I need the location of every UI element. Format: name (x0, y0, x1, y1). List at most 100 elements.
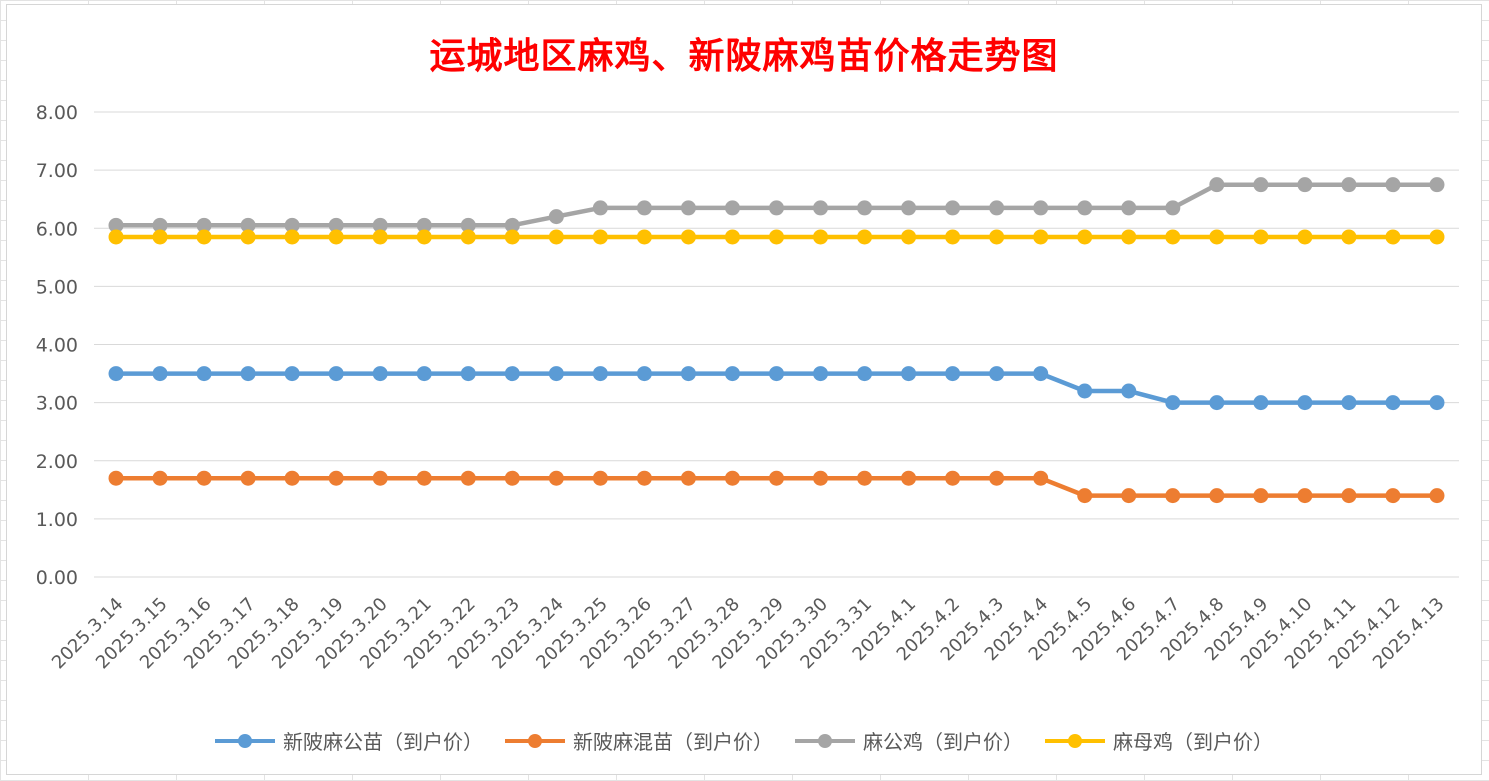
data-point (592, 229, 608, 245)
y-tick-label: 3.00 (36, 393, 78, 415)
data-point (945, 366, 961, 382)
data-point (460, 470, 476, 486)
legend-swatch (1045, 733, 1105, 748)
data-point (1429, 229, 1445, 245)
data-point (152, 229, 168, 245)
data-point (592, 470, 608, 486)
legend-swatch (215, 733, 275, 748)
data-point (548, 209, 564, 225)
data-point (240, 217, 256, 233)
data-point (1429, 488, 1445, 504)
data-point (1033, 366, 1049, 382)
data-point (680, 470, 696, 486)
data-point (328, 217, 344, 233)
data-point (284, 470, 300, 486)
data-point (504, 366, 520, 382)
data-point (1253, 488, 1269, 504)
data-point (328, 229, 344, 245)
data-point (284, 366, 300, 382)
data-point (813, 366, 829, 382)
data-point (1385, 488, 1401, 504)
data-point (372, 366, 388, 382)
data-point (1077, 200, 1093, 216)
line-chart: 0.00 1.00 2.00 3.00 4.00 5.00 6.00 7.00 8.00 202… (36, 102, 1459, 673)
data-point (548, 470, 564, 486)
y-tick-label: 6.00 (36, 218, 78, 240)
data-point (504, 229, 520, 245)
data-point (1165, 395, 1181, 411)
chart-container[interactable]: 运城地区麻鸡、新陂麻鸡苗价格走势图 0.00 1.00 2.00 3.00 4.00 5.… (6, 4, 1482, 775)
legend-label: 麻公鸡（到户价） (863, 730, 1023, 754)
data-point (989, 200, 1005, 216)
series-0 (108, 366, 1445, 411)
data-point (1297, 177, 1313, 193)
data-point (901, 470, 917, 486)
data-point (1385, 229, 1401, 245)
data-point (284, 229, 300, 245)
data-point (108, 470, 124, 486)
data-point (724, 470, 740, 486)
data-point (328, 470, 344, 486)
data-point (592, 366, 608, 382)
data-point (724, 200, 740, 216)
data-point (108, 366, 124, 382)
data-point (196, 229, 212, 245)
data-point (1253, 229, 1269, 245)
data-point (1033, 229, 1049, 245)
data-point (769, 366, 784, 382)
data-point (1253, 395, 1269, 411)
data-point (724, 229, 740, 245)
data-point (680, 366, 696, 382)
data-point (989, 366, 1005, 382)
y-tick-label: 2.00 (36, 451, 78, 473)
data-point (1385, 395, 1401, 411)
y-axis-ticks: 0.00 1.00 2.00 3.00 4.00 5.00 6.00 7.00 8.00 (36, 102, 78, 589)
data-point (857, 470, 873, 486)
data-point (460, 229, 476, 245)
y-tick-label: 5.00 (36, 276, 78, 298)
data-point (372, 217, 388, 233)
y-tick-label: 1.00 (36, 509, 78, 531)
y-tick-label: 0.00 (36, 567, 78, 589)
series-1 (108, 470, 1445, 504)
data-point (945, 229, 961, 245)
data-point (1165, 200, 1181, 216)
data-point (1209, 488, 1225, 504)
legend-item-2[interactable]: 麻公鸡（到户价） (795, 726, 1023, 755)
series-3 (108, 229, 1445, 245)
data-point (196, 217, 212, 233)
data-point (901, 229, 917, 245)
data-point (548, 229, 564, 245)
data-point (152, 366, 168, 382)
data-point (1341, 488, 1357, 504)
data-point (328, 366, 344, 382)
data-point (108, 229, 124, 245)
data-point (1077, 488, 1093, 504)
series-2 (108, 177, 1445, 233)
legend-item-1[interactable]: 新陂麻混苗（到户价） (505, 726, 773, 755)
data-point (196, 366, 212, 382)
legend-label: 麻母鸡（到户价） (1113, 730, 1273, 754)
data-point (636, 200, 652, 216)
data-point (724, 366, 740, 382)
data-point (416, 470, 432, 486)
y-tick-label: 7.00 (36, 160, 78, 182)
legend-item-3[interactable]: 麻母鸡（到户价） (1045, 726, 1273, 755)
data-point (196, 470, 212, 486)
data-point (1429, 177, 1445, 193)
data-point (1121, 488, 1137, 504)
legend-item-0[interactable]: 新陂麻公苗（到户价） (215, 726, 483, 755)
data-point (1341, 177, 1357, 193)
data-point (416, 229, 432, 245)
data-point (989, 229, 1005, 245)
data-point (108, 217, 124, 233)
data-point (769, 200, 784, 216)
data-point (901, 200, 917, 216)
data-point (416, 217, 432, 233)
data-point (813, 229, 829, 245)
data-point (1209, 229, 1225, 245)
data-point (460, 366, 476, 382)
data-point (1077, 229, 1093, 245)
data-point (945, 200, 961, 216)
data-point (857, 229, 873, 245)
